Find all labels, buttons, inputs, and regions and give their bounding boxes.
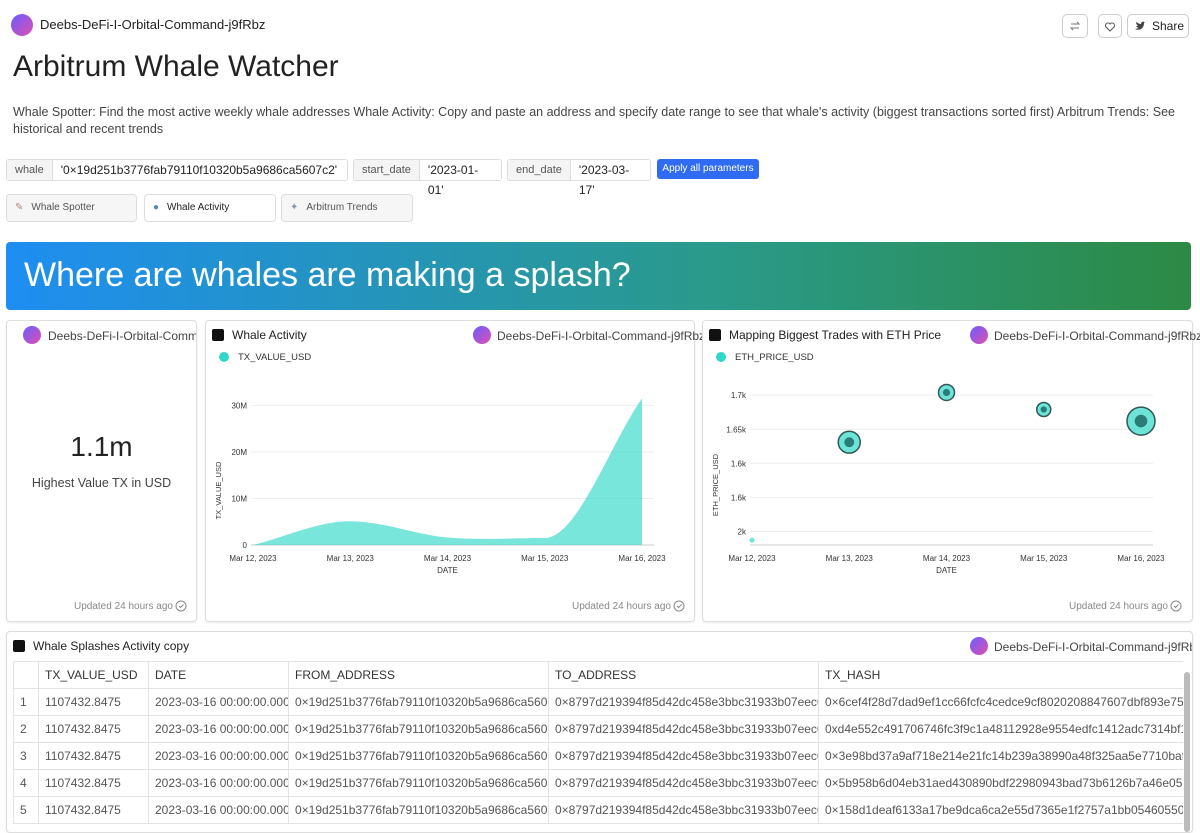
chart-card: Whale Activity Deebs-DeFi-I-Orbital-Comm… — [205, 320, 705, 622]
cell: 1107432.8475 — [38, 742, 149, 770]
cell: 0×6cef4f28d7dad9ef1cc66fcfc4cedce9cf8020… — [818, 688, 1183, 716]
row: 1 1107432.8475 2023-03-16 00:00:00.000 0×19… — [13, 688, 1183, 716]
cell: 0×19d251b3776fab79110f10320b5a9686ca5607… — [288, 742, 549, 770]
cell: 0×8797d219394f85d42dc458e3bbc31933b07eec… — [548, 769, 819, 797]
param-label: start_date — [354, 160, 420, 180]
header-cell: FROM_ADDRESS — [288, 661, 549, 689]
owner-name[interactable]: Deebs-DeFi-I-Orbital-Command-j9fRbz — [40, 17, 266, 32]
avatar — [473, 326, 491, 344]
share-label: Share — [1152, 19, 1185, 33]
stat-label: Highest Value TX in USD — [31, 476, 172, 490]
param-whale[interactable]: whale '0×19d251b3776fab79110f10320b5a9686… — [6, 159, 348, 181]
row: 5 1107432.8475 2023-03-16 00:00:00.000 0×19… — [13, 796, 1183, 824]
tab-label: Whale Activity — [167, 202, 230, 213]
param-label: end_date — [508, 160, 571, 180]
tab-label: Arbitrum Trends — [306, 202, 378, 213]
stat-value: 1.1m — [70, 431, 133, 462]
cell: 0×5b958b6d04eb31aed430890bdf22980943bad7… — [818, 769, 1183, 797]
param-start[interactable]: start_date '2023-01-01' — [353, 159, 502, 197]
param-label: whale — [7, 160, 53, 180]
banner: Where are whales are making a splash? — [6, 242, 1191, 310]
param-value[interactable]: '2023-03-17' — [578, 163, 630, 197]
tab[interactable]: ✎ Whale Spotter — [6, 194, 137, 222]
param-value[interactable]: '0×19d251b3776fab79110f10320b5a9686ca560… — [60, 163, 338, 177]
header-cell: TX_HASH — [818, 661, 1183, 689]
cell: 0×19d251b3776fab79110f10320b5a9686ca5607… — [288, 769, 549, 797]
header-cell: TX_VALUE_USD — [38, 661, 149, 689]
tab[interactable]: ● Whale Activity — [144, 194, 276, 222]
cell: 1107432.8475 — [38, 688, 149, 716]
cell: 2023-03-16 00:00:00.000 — [148, 715, 289, 743]
cell: 2023-03-16 00:00:00.000 — [148, 796, 289, 824]
avatar — [970, 326, 988, 344]
header-cell: DATE — [148, 661, 289, 689]
owner: Deebs-DeFi-I-Orbital-Command — [48, 329, 196, 343]
cell: 0×8797d219394f85d42dc458e3bbc31933b07eec… — [548, 742, 819, 770]
cell: 3 — [13, 742, 39, 770]
row: 4 1107432.8475 2023-03-16 00:00:00.000 0×19… — [13, 769, 1183, 797]
avatar — [11, 14, 33, 36]
refresh-button[interactable] — [1062, 14, 1088, 38]
header-cell: TO_ADDRESS — [548, 661, 819, 689]
param-value[interactable]: '2023-01-01' — [427, 163, 479, 197]
table-card: Whale Splashes Activity copy Deebs-DeFi-… — [6, 631, 1193, 833]
cell: 5 — [13, 796, 39, 824]
banner-text: Where are whales are making a splash? — [24, 256, 631, 294]
cell: 0×158d1deaf6133a17be9dca6ca2e55d7365e1f2… — [818, 796, 1183, 824]
heart-icon — [1105, 22, 1115, 32]
apply-button[interactable]: Apply all parameters — [657, 159, 759, 179]
cell: 0×19d251b3776fab79110f10320b5a9686ca5607… — [288, 796, 549, 824]
logo — [709, 329, 721, 341]
owner: Deebs-DeFi-I-Orbital-Command-j9fRbz — [497, 329, 706, 343]
table-title: Whale Splashes Activity copy — [33, 639, 190, 653]
cell: 1107432.8475 — [38, 715, 149, 743]
cell: 0×19d251b3776fab79110f10320b5a9686ca5607… — [288, 715, 549, 743]
avatar — [23, 326, 41, 344]
cell: 2 — [13, 715, 39, 743]
cell: 0×3e98bd37a9af718e214e21fc14b239a38990a4… — [818, 742, 1183, 770]
cell: 1 — [13, 688, 39, 716]
share-button[interactable]: Share — [1127, 14, 1189, 38]
chart-title: Whale Activity — [232, 328, 307, 342]
data-table: TX_VALUE_USD DATE FROM_ADDRESS TO_ADDRESS TX… — [13, 661, 1183, 824]
header-cell — [13, 661, 39, 689]
tab[interactable]: ✦ Arbitrum Trends — [281, 194, 413, 222]
table-wrap: TX_VALUE_USD DATE FROM_ADDRESS TO_ADDRESS TX… — [13, 661, 1183, 824]
cell: 1107432.8475 — [38, 796, 149, 824]
twitter-icon — [1135, 21, 1145, 30]
cell: 1107432.8475 — [38, 769, 149, 797]
logo — [212, 329, 224, 341]
cell: 0×19d251b3776fab79110f10320b5a9686ca5607… — [288, 688, 549, 716]
scrollbar[interactable] — [1184, 672, 1190, 832]
cell: 2023-03-16 00:00:00.000 — [148, 742, 289, 770]
updated: Updated 24 hours ago — [74, 601, 173, 612]
description: Whale Spotter: Find the most active week… — [13, 105, 1175, 136]
chart-card: Mapping Biggest Trades with ETH Price De… — [702, 320, 1200, 622]
owner: Deebs-DeFi-I-Orbital-Command-j9fRbz — [994, 640, 1193, 654]
cell: 0xd4e552c491706746fc3f9c1a48112928e9554e… — [818, 715, 1183, 743]
updated: Updated 24 hours ago — [572, 601, 671, 612]
chart-title: Mapping Biggest Trades with ETH Price — [729, 328, 942, 342]
page-title: Arbitrum Whale Watcher — [13, 50, 339, 83]
like-button[interactable] — [1098, 14, 1122, 38]
tab-label: Whale Spotter — [31, 202, 95, 213]
stat-card: Deebs-DeFi-I-Orbital-Command 1.1m Highes… — [6, 320, 197, 622]
avatar — [970, 637, 988, 655]
refresh-icon — [1069, 21, 1081, 31]
logo — [13, 640, 25, 652]
cell: 0×8797d219394f85d42dc458e3bbc31933b07eec… — [548, 715, 819, 743]
param-end[interactable]: end_date '2023-03-17' — [507, 159, 651, 197]
header-row: TX_VALUE_USD DATE FROM_ADDRESS TO_ADDRESS TX… — [13, 661, 1183, 689]
updated: Updated 24 hours ago — [1069, 601, 1168, 612]
cell: 0×8797d219394f85d42dc458e3bbc31933b07eec… — [548, 796, 819, 824]
row: 3 1107432.8475 2023-03-16 00:00:00.000 0×19… — [13, 742, 1183, 770]
row: 2 1107432.8475 2023-03-16 00:00:00.000 0×19… — [13, 715, 1183, 743]
owner: Deebs-DeFi-I-Orbital-Command-j9fRbz — [994, 329, 1200, 343]
cell: 2023-03-16 00:00:00.000 — [148, 769, 289, 797]
cell: 2023-03-16 00:00:00.000 — [148, 688, 289, 716]
cell: 0×8797d219394f85d42dc458e3bbc31933b07eec… — [548, 688, 819, 716]
cell: 4 — [13, 769, 39, 797]
